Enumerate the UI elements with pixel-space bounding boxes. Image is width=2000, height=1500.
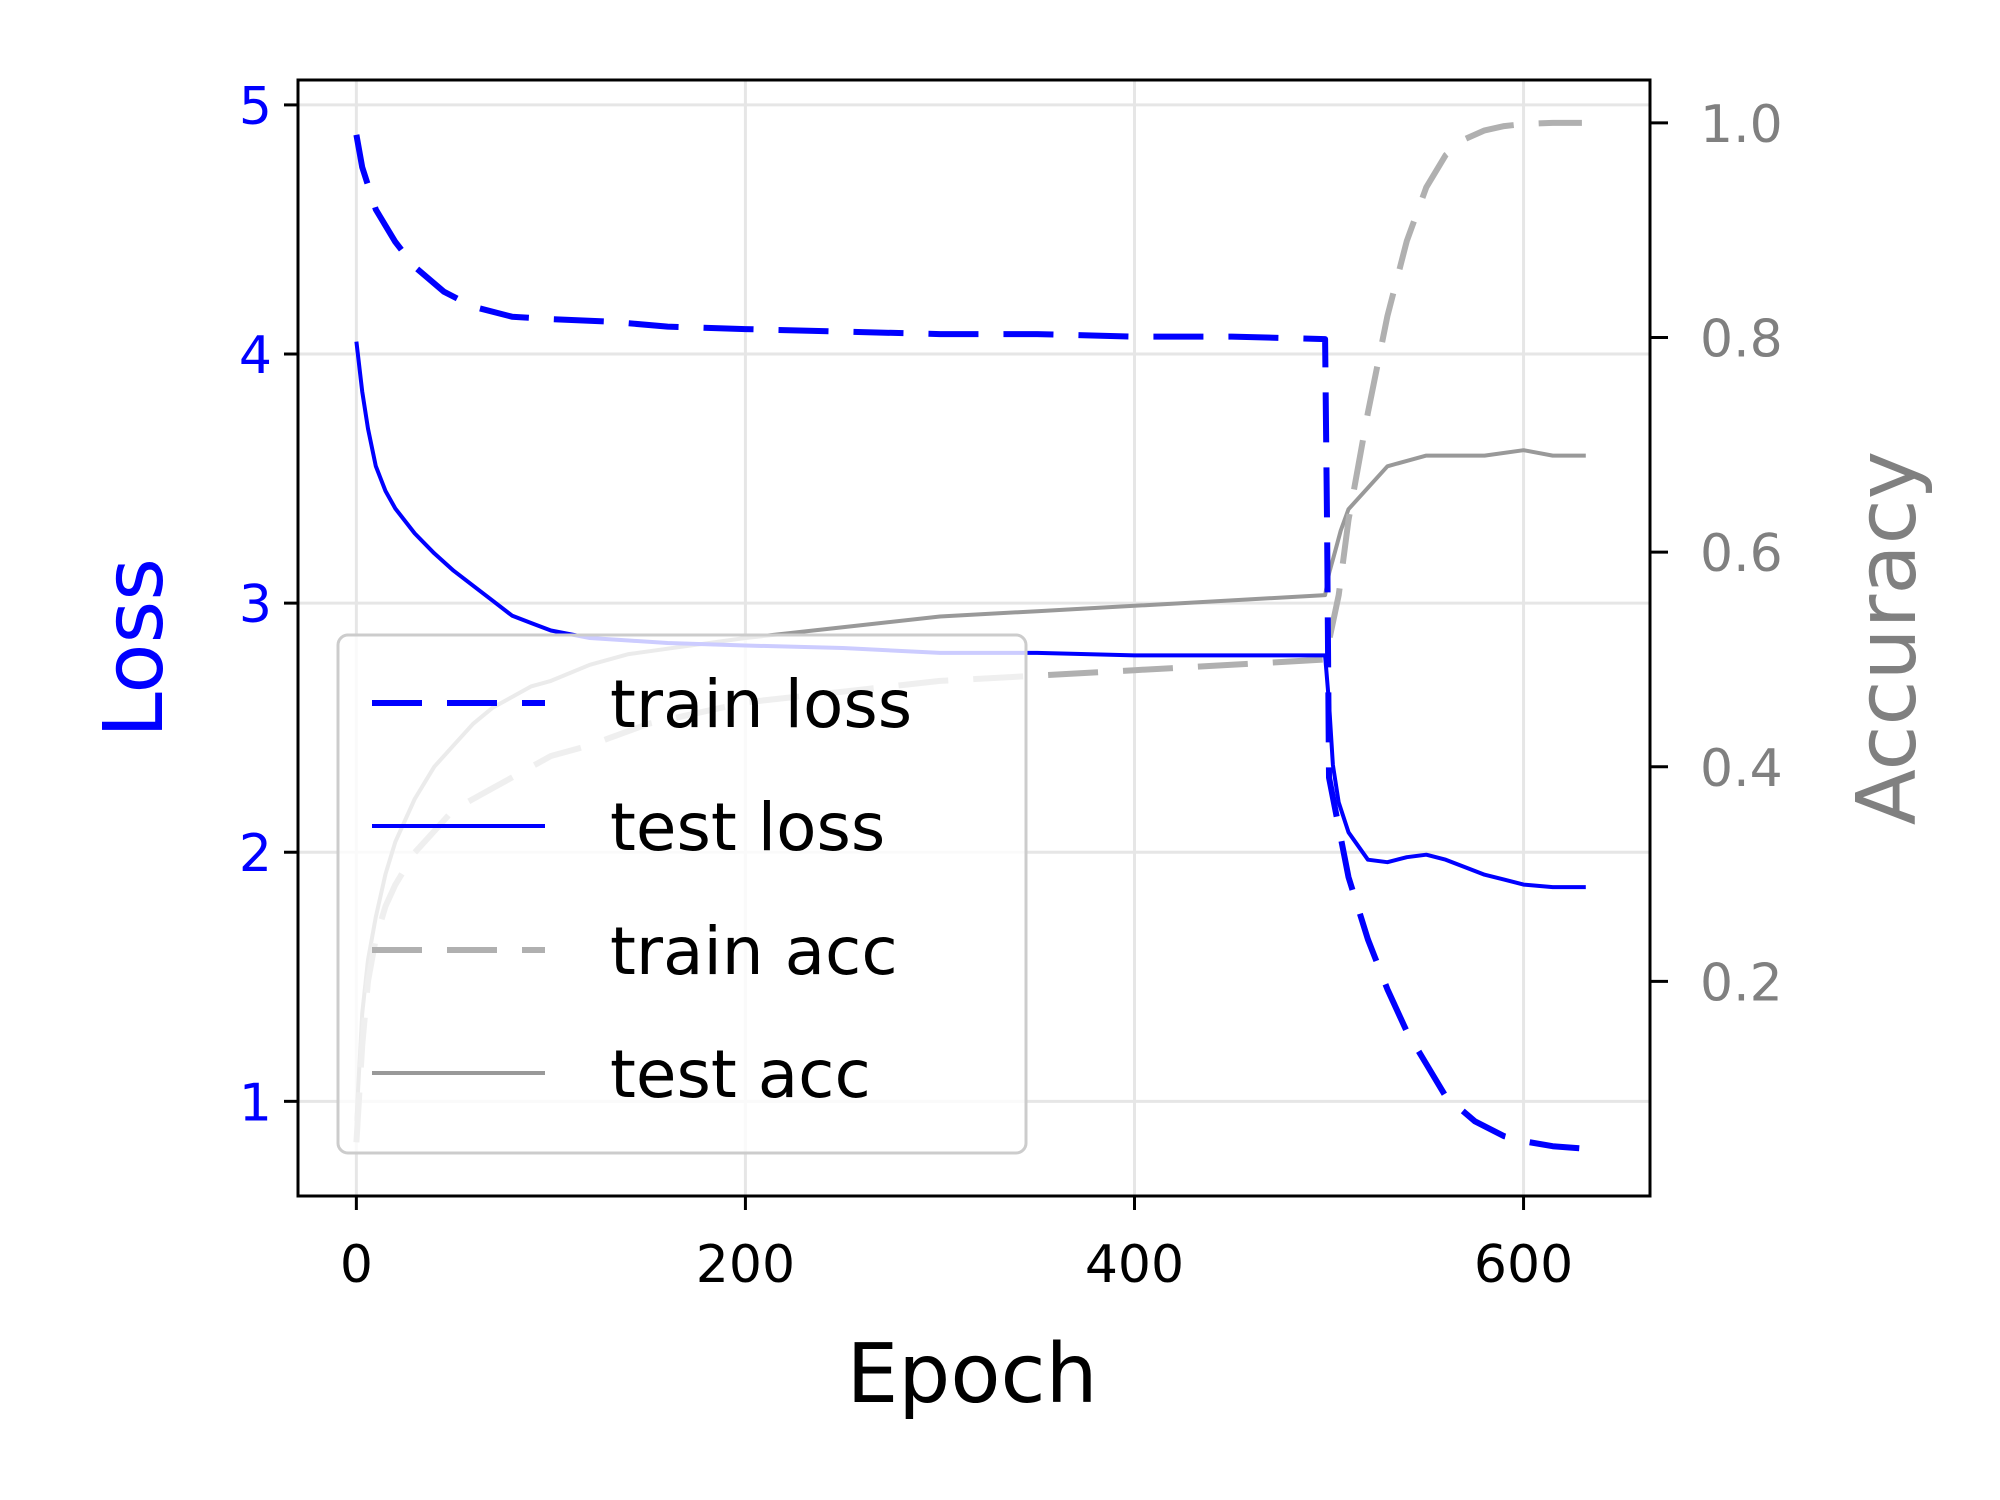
y-axis-left-loss: 1 2 3 4 5 — [239, 77, 298, 1133]
y-left-tick-label: 1 — [239, 1073, 272, 1133]
legend-box — [336, 633, 1028, 1155]
x-tick-label: 0 — [340, 1235, 373, 1295]
y-left-tick-label: 5 — [239, 77, 272, 137]
x-tick-label: 200 — [696, 1235, 795, 1295]
y-right-tick-label: 0.6 — [1700, 524, 1783, 584]
y-left-tick-label: 3 — [239, 575, 272, 635]
y-axis-right-title: Accuracy — [1840, 451, 1935, 825]
y-right-tick-label: 0.8 — [1700, 310, 1783, 370]
y-left-tick-label: 4 — [239, 326, 272, 386]
x-axis: 0 200 400 600 — [340, 1196, 1573, 1295]
x-tick-label: 400 — [1085, 1235, 1184, 1295]
legend-label-train-acc: train acc — [610, 913, 898, 990]
y-right-tick-label: 1.0 — [1700, 95, 1783, 155]
x-axis-title: Epoch — [846, 1327, 1097, 1422]
y-right-tick-label: 0.2 — [1700, 953, 1783, 1013]
x-tick-label: 600 — [1474, 1235, 1573, 1295]
y-left-tick-label: 2 — [239, 824, 272, 884]
legend-label-test-loss: test loss — [610, 789, 885, 866]
plot-area-frame — [296, 78, 1652, 1198]
legend-label-test-acc: test acc — [610, 1036, 871, 1113]
legend-label-train-loss: train loss — [610, 666, 912, 743]
series-line-train-loss — [353, 134, 1587, 1152]
y-axis-left-title: Loss — [87, 558, 182, 738]
y-axis-right-accuracy: 0.2 0.4 0.6 0.8 1.0 — [1650, 95, 1783, 1013]
legend: train loss test loss train acc test acc — [336, 633, 1028, 1155]
y-right-tick-label: 0.4 — [1700, 739, 1783, 799]
